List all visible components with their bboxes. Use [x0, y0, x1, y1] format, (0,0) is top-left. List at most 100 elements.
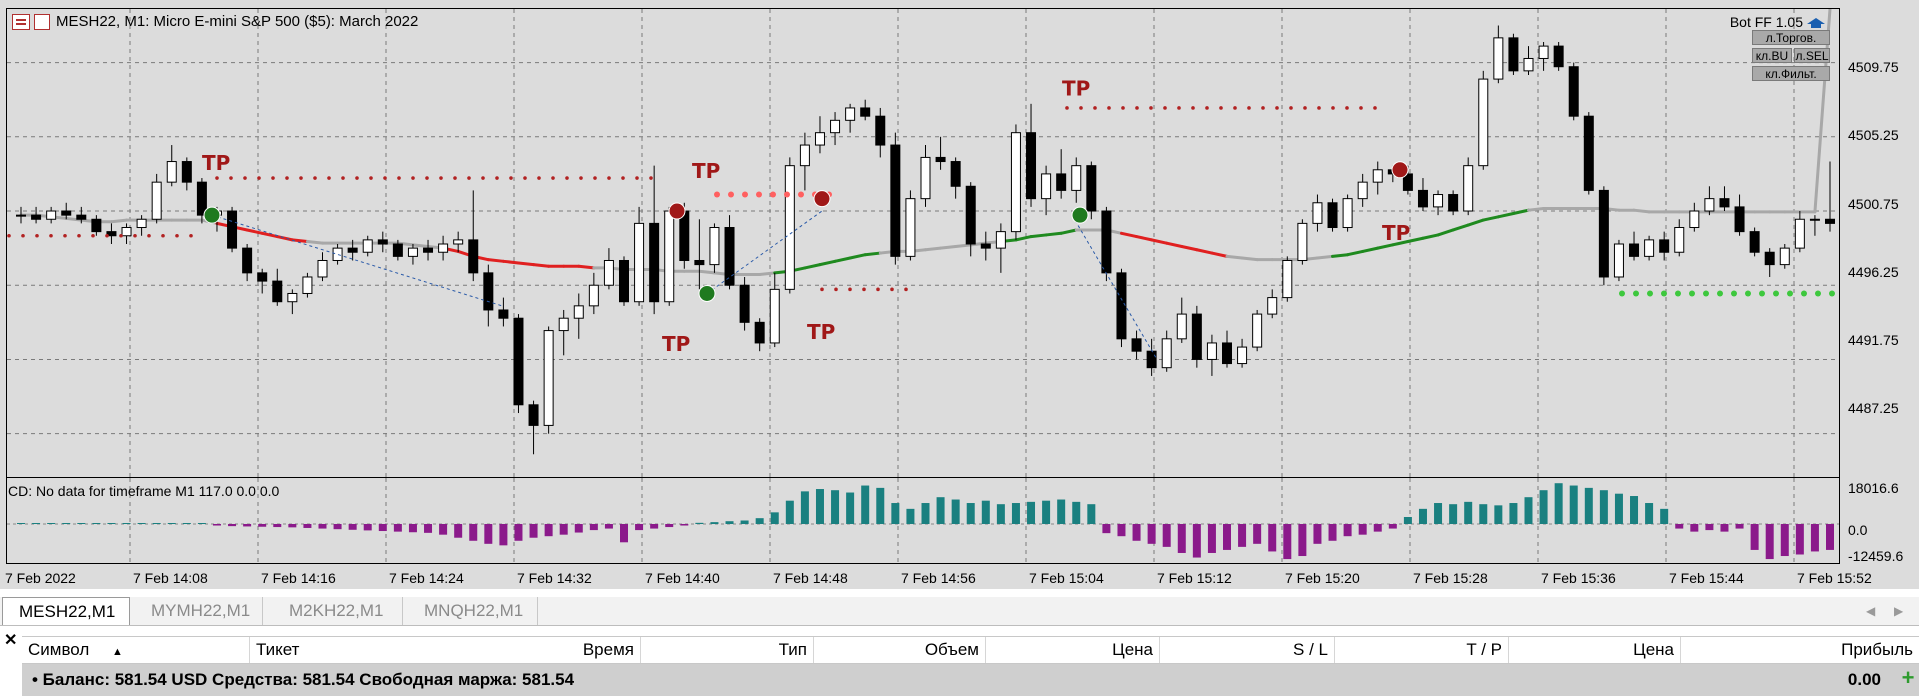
candle-body	[1613, 243, 1624, 278]
histogram-bar	[1223, 524, 1231, 550]
close-icon[interactable]: ✕	[4, 632, 18, 649]
entry-dot	[756, 191, 762, 198]
ma-segment	[697, 269, 716, 275]
tp-labels: TP TP TP TP TP TP	[202, 77, 1410, 357]
tab-mymh22[interactable]: MYMH22,M1	[135, 597, 263, 625]
histogram-bar	[212, 524, 221, 526]
candle-body	[784, 165, 795, 290]
ma-segment	[245, 228, 264, 235]
candle-body	[1598, 189, 1609, 278]
green-dot	[1661, 290, 1667, 297]
trade-marker-icon	[1071, 206, 1089, 224]
histogram-bar	[439, 524, 448, 535]
green-dot	[1619, 290, 1625, 297]
histogram-bar	[1102, 524, 1111, 534]
candle-body	[1764, 251, 1775, 266]
bot-filter-button[interactable]: кл.Фильт.	[1752, 66, 1830, 81]
tab-m2kh22[interactable]: M2KH22,M1	[273, 597, 403, 625]
histogram-bar	[1464, 501, 1473, 524]
trade-table-header: Символ ▲ Тикет Время Тип Объем Цена S / …	[22, 636, 1919, 664]
chart-properties-icon[interactable]	[34, 13, 50, 30]
col-header-sl[interactable]: S / L	[1160, 637, 1335, 663]
time-axis-label: 7 Feb 15:44	[1669, 570, 1744, 586]
candle-body	[1267, 297, 1278, 315]
col-header-time[interactable]: Время	[250, 637, 641, 663]
ma-segment	[939, 244, 958, 250]
trade-connectors	[211, 210, 1158, 360]
candle-body	[1794, 218, 1805, 249]
candle-body	[543, 330, 554, 426]
green-dot	[1675, 290, 1681, 297]
col-header-price[interactable]: Цена	[986, 637, 1160, 663]
histogram-bar	[258, 524, 267, 527]
histogram-bar	[921, 503, 930, 524]
histogram-bar	[1479, 504, 1488, 524]
candle-body	[558, 317, 569, 332]
candle-body	[1176, 313, 1187, 340]
chart-list-icon[interactable]	[12, 13, 30, 30]
candle-body	[965, 185, 976, 245]
time-axis-label: 7 Feb 15:36	[1541, 570, 1616, 586]
balance-row[interactable]: • Баланс: 581.54 USD Средства: 581.54 Св…	[22, 664, 1919, 696]
bot-sell-button[interactable]: л.SEL	[1794, 48, 1830, 63]
ma-segment	[969, 241, 988, 247]
tp-dot	[621, 176, 625, 180]
tp-dot	[453, 176, 457, 180]
ma-segment	[532, 263, 551, 268]
tp-levels	[7, 106, 1835, 297]
candle-body	[1116, 272, 1127, 340]
candle-body	[76, 214, 87, 220]
histogram-bar	[529, 524, 538, 538]
col-header-volume[interactable]: Объем	[814, 637, 986, 663]
candle-body	[1010, 132, 1021, 233]
col-header-symbol[interactable]: Символ ▲	[22, 637, 250, 663]
price-pane[interactable]: TP TP TP TP TP TP	[6, 8, 1840, 478]
histogram-bar	[876, 487, 885, 524]
col-header-tp[interactable]: T / P	[1335, 637, 1509, 663]
candle-body	[1417, 189, 1428, 208]
histogram-bar	[1418, 508, 1427, 524]
candle-body	[1448, 194, 1459, 212]
add-icon[interactable]: +	[1901, 665, 1915, 690]
col-header-type[interactable]: Тип	[641, 637, 814, 663]
candle-body	[830, 119, 841, 134]
candle-body	[61, 210, 72, 216]
ma-segment	[396, 241, 415, 247]
histogram-bar	[815, 489, 824, 524]
bot-bu-button[interactable]: кл.BU	[1752, 48, 1792, 63]
tp-dot	[1247, 106, 1251, 110]
candle-body	[619, 259, 629, 303]
green-dot	[1689, 290, 1695, 297]
histogram-bar	[17, 523, 25, 524]
candle-body	[347, 247, 358, 253]
time-axis-label: 7 Feb 15:28	[1413, 570, 1488, 586]
price-axis-label: 4505.25	[1848, 127, 1899, 143]
histogram-bar	[665, 524, 674, 528]
candle-body	[694, 259, 705, 266]
tp-dot	[523, 176, 527, 180]
candle-body	[980, 243, 991, 249]
tab-mnqh22[interactable]: MNQH22,M1	[408, 597, 538, 625]
time-axis-label: 7 Feb 15:52	[1797, 570, 1872, 586]
tp-dot	[1303, 106, 1307, 110]
histogram-bar	[1690, 524, 1699, 532]
col-header-current-price[interactable]: Цена	[1509, 637, 1681, 663]
histogram-bar	[1539, 490, 1548, 524]
chart-window[interactable]: TP TP TP TP TP TP MESH22, M1: Micro E-mini S&…	[0, 0, 1919, 589]
indicator-pane[interactable]	[6, 478, 1840, 564]
col-header-profit[interactable]: Прибыль	[1841, 640, 1913, 659]
histogram-bar	[318, 524, 327, 529]
ma-segment	[1119, 231, 1139, 239]
histogram-bar	[1162, 524, 1171, 547]
tabs-scroll-right-icon[interactable]: ▶	[1894, 604, 1904, 618]
tp-dot	[161, 233, 165, 238]
candle-body	[121, 227, 132, 237]
ma-segment	[863, 251, 882, 257]
time-axis-label: 7 Feb 15:12	[1157, 570, 1232, 586]
candles	[16, 25, 1835, 455]
histogram-bar	[273, 524, 282, 528]
candle-body	[362, 239, 373, 253]
tabs-scroll-left-icon[interactable]: ◀	[1866, 604, 1876, 618]
bot-trade-button[interactable]: л.Торгов.	[1752, 30, 1830, 45]
tab-mesh22[interactable]: MESH22,M1	[2, 597, 130, 625]
